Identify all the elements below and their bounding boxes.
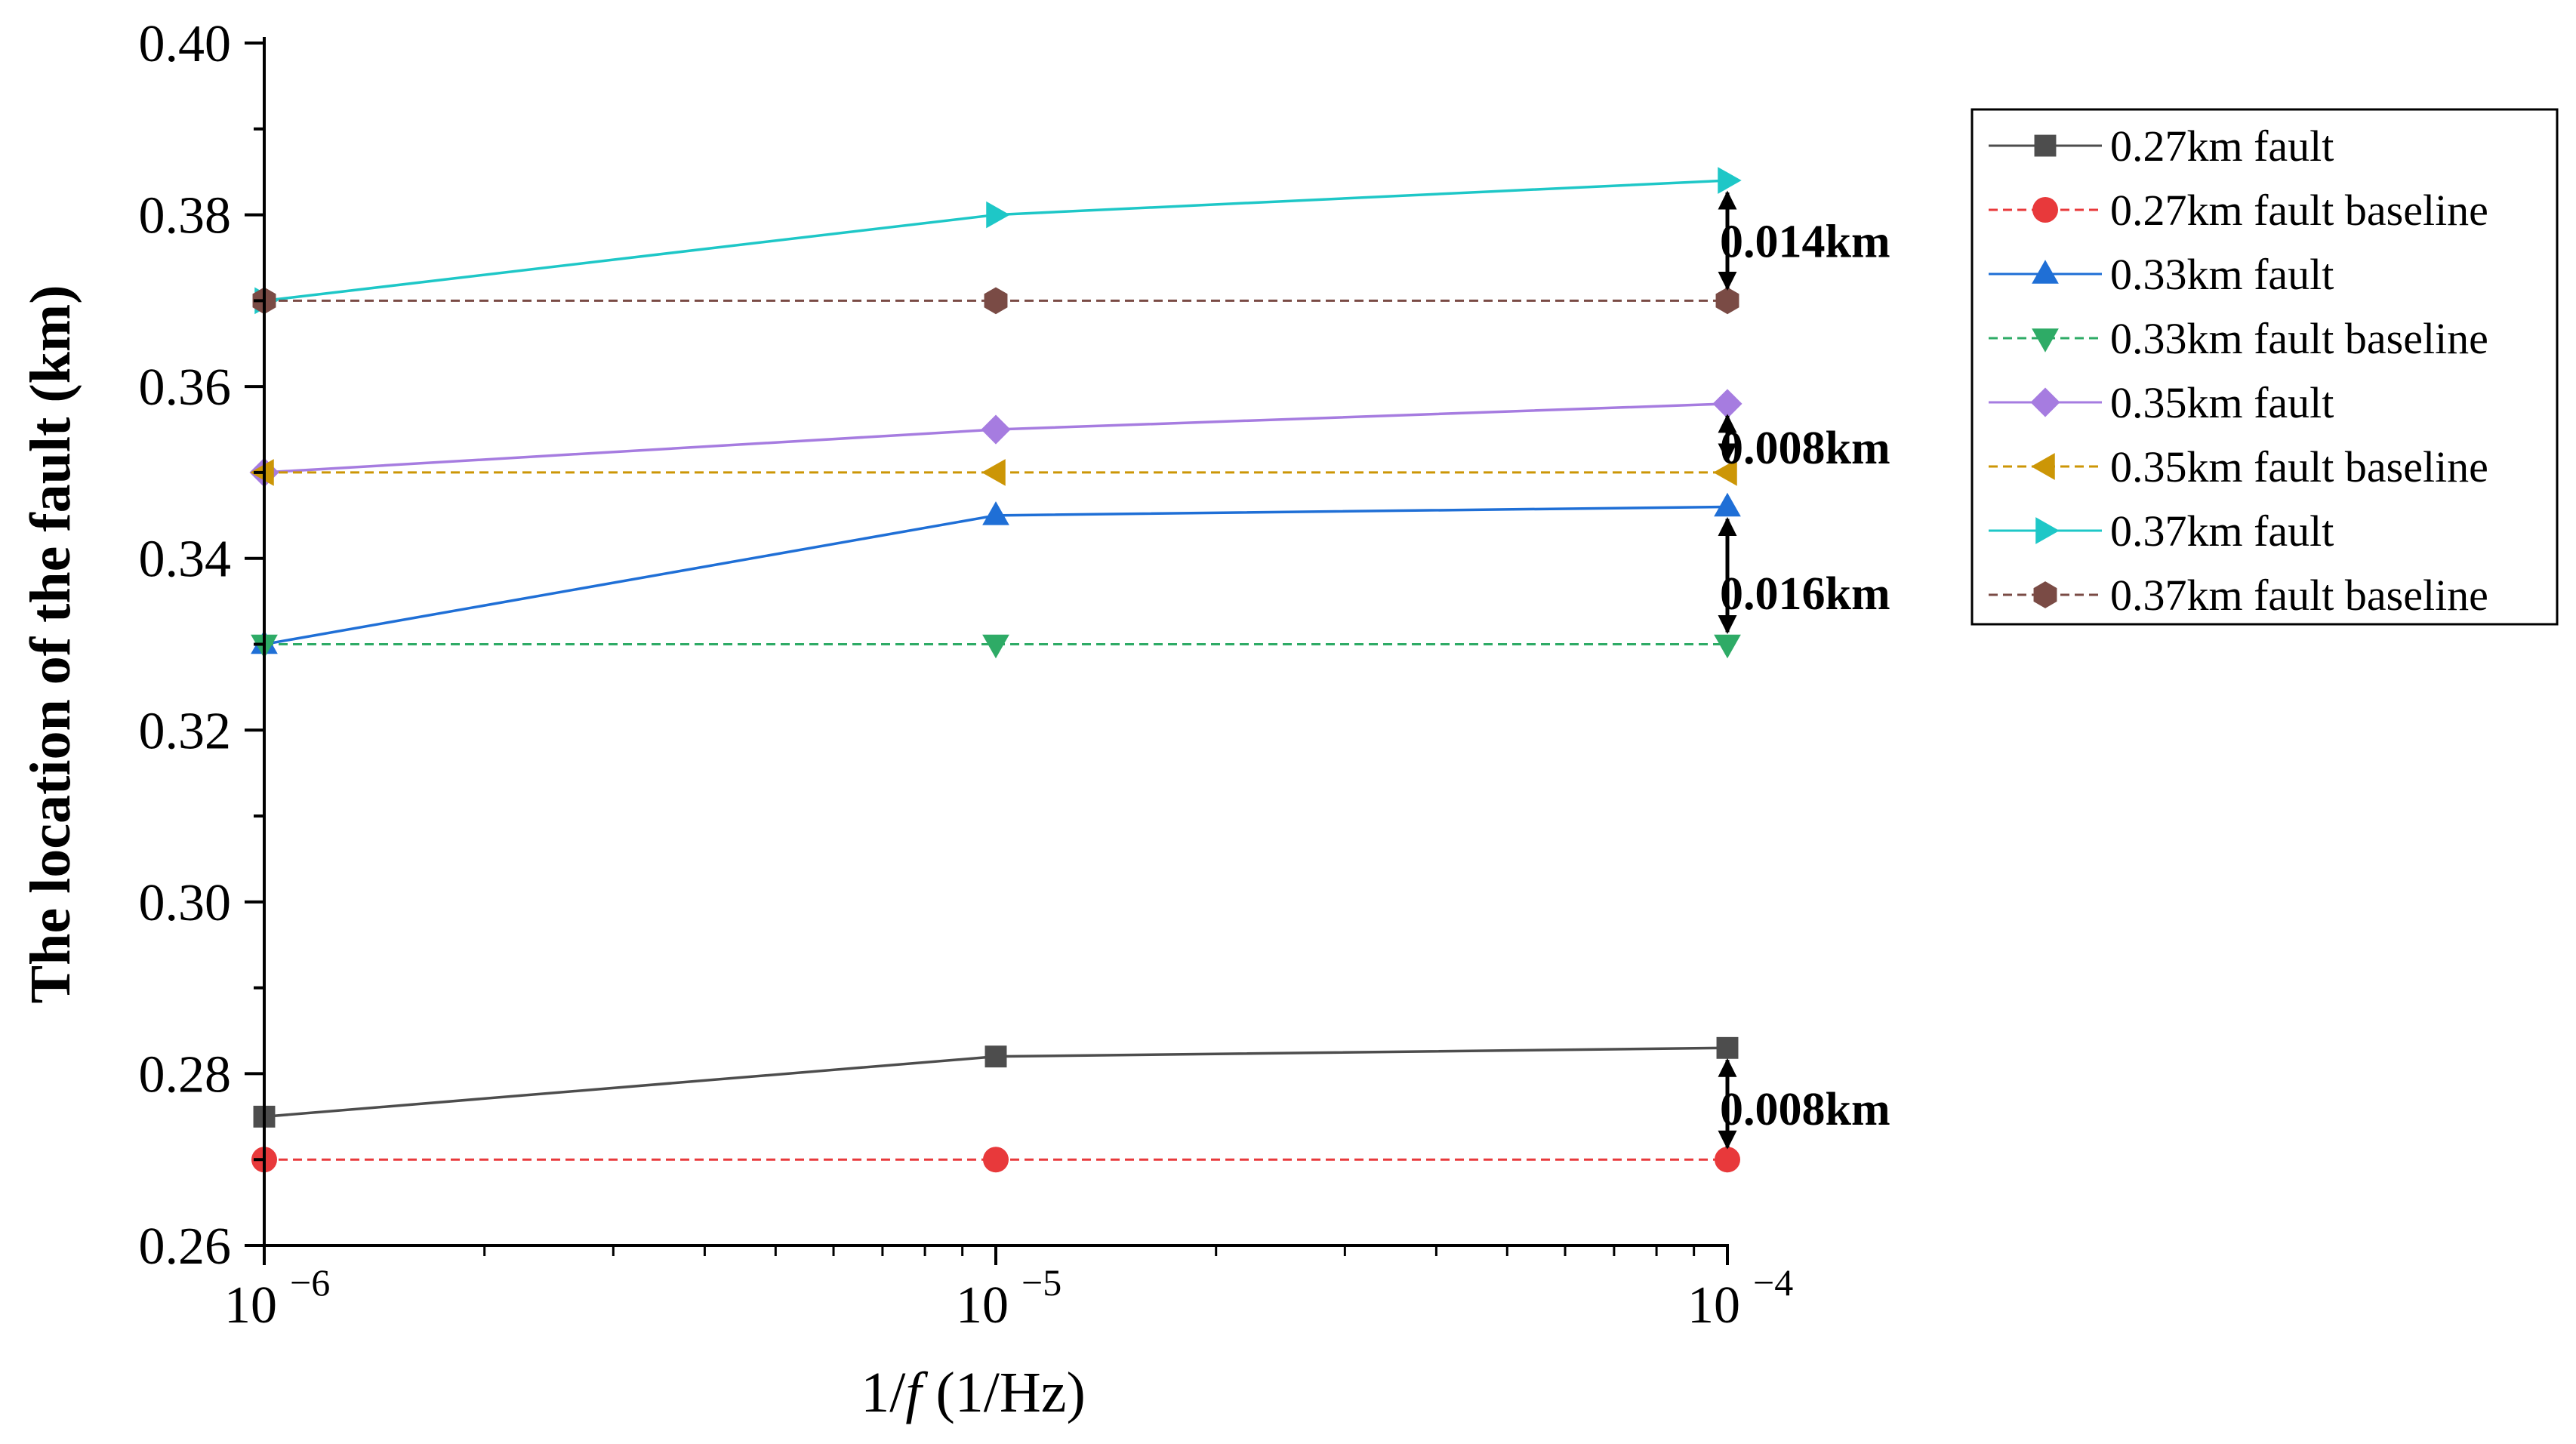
plot-area — [249, 167, 1742, 1173]
legend-box — [1971, 108, 2559, 626]
legend-item: 0.33km fault — [1989, 250, 2334, 299]
legend-marker — [2032, 260, 2059, 284]
series-4 — [249, 389, 1742, 488]
legend-label: 0.27km fault — [2110, 122, 2334, 171]
x-tick-label: 10 — [956, 1276, 1009, 1335]
x-tick-label: 10 — [224, 1276, 277, 1335]
data-point — [1714, 634, 1741, 659]
series-3 — [251, 634, 1741, 659]
data-point — [984, 287, 1008, 315]
data-point — [984, 1045, 1007, 1068]
data-point — [1715, 287, 1739, 315]
data-point — [1712, 389, 1742, 419]
legend-marker — [2031, 453, 2055, 480]
series-5 — [250, 459, 1737, 486]
legend-label: 0.33km fault baseline — [2110, 314, 2488, 363]
legend-marker — [2035, 517, 2060, 544]
x-tick-exponent: −5 — [1021, 1261, 1062, 1304]
data-point — [1715, 1147, 1740, 1173]
legend-label: 0.35km fault — [2110, 378, 2334, 427]
legend-label: 0.37km fault baseline — [2110, 571, 2488, 620]
legend-item: 0.37km fault — [1989, 506, 2334, 556]
annotation-label: 0.014km — [1720, 217, 1890, 268]
y-axis-title: The location of the fault (km) — [19, 285, 82, 1003]
data-point — [1716, 1036, 1739, 1059]
legend-item: 0.35km fault — [1989, 378, 2334, 427]
legend-item: 0.27km fault — [1989, 122, 2334, 171]
legend-item: 0.33km fault baseline — [1989, 314, 2488, 363]
data-point — [1714, 492, 1741, 517]
series-line — [263, 505, 1728, 646]
y-tick-label: 0.26 — [139, 1218, 232, 1276]
legend: 0.27km fault 0.27km fault baseline 0.33km … — [1971, 108, 2559, 626]
legend-label: 0.37km fault — [2110, 506, 2334, 556]
annotations: 0.014km 0.008km 0.016km 0.008km — [1718, 190, 1890, 1150]
x-tick-exponent: −6 — [290, 1261, 330, 1304]
data-point — [986, 201, 1010, 229]
legend-item: 0.27km fault baseline — [1989, 186, 2488, 235]
y-tick-label: 0.40 — [139, 15, 232, 73]
y-tick-label: 0.36 — [139, 359, 232, 417]
series-1 — [251, 1147, 1740, 1173]
x-tick-label: 10 — [1687, 1276, 1740, 1335]
annotation-label: 0.008km — [1720, 1084, 1890, 1135]
data-point — [1718, 167, 1742, 194]
series-2 — [251, 492, 1741, 654]
series-7 — [252, 287, 1739, 315]
legend-marker — [2033, 581, 2057, 608]
data-point — [981, 459, 1006, 486]
legend-marker — [2030, 387, 2060, 417]
y-tick-label: 0.30 — [139, 874, 232, 932]
legend-marker — [2032, 328, 2059, 353]
legend-item: 0.35km fault baseline — [1989, 442, 2488, 491]
data-point — [982, 634, 1009, 659]
legend-label: 0.27km fault baseline — [2110, 186, 2488, 235]
data-point — [981, 414, 1011, 445]
y-tick-label: 0.28 — [139, 1045, 232, 1104]
y-tick-label: 0.38 — [139, 187, 232, 245]
legend-label: 0.35km fault baseline — [2110, 442, 2488, 491]
legend-item: 0.37km fault baseline — [1989, 571, 2488, 620]
annotation-label: 0.016km — [1720, 568, 1890, 620]
legend-marker — [2034, 134, 2057, 157]
series-0 — [253, 1036, 1739, 1128]
legend-marker — [2032, 197, 2058, 223]
series-line — [263, 179, 1728, 303]
data-point — [1713, 459, 1737, 486]
x-tick-exponent: −4 — [1753, 1261, 1793, 1304]
data-point — [982, 501, 1009, 525]
axes: 0.26 0.28 0.30 0.32 0.34 0.36 0.38 0.40 10 −6 10 −5… — [19, 15, 1793, 1424]
y-tick-label: 0.32 — [139, 702, 232, 760]
x-axis-title: 1/f (1/Hz) — [861, 1361, 1086, 1424]
y-tick-label: 0.34 — [139, 531, 232, 589]
annotation-label: 0.008km — [1720, 423, 1890, 474]
data-point — [983, 1147, 1009, 1173]
legend-label: 0.33km fault — [2110, 250, 2334, 299]
